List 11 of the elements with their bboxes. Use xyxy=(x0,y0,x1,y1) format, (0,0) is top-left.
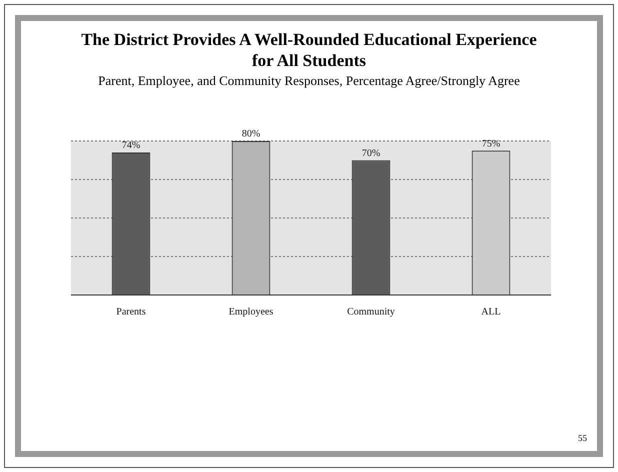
data-label: 74% xyxy=(122,140,140,152)
chart-subtitle: Parent, Employee, and Community Responses, Percentage Agree/Strongly Agree xyxy=(97,73,521,89)
data-label: 80% xyxy=(242,128,260,140)
x-tick-label: ALL xyxy=(481,306,501,318)
x-tick-label: Parents xyxy=(116,306,146,318)
data-label: 70% xyxy=(362,148,380,159)
x-tick-label: Community xyxy=(347,306,395,318)
chart-title: The District Provides A Well-Rounded Educational Experience for All Students xyxy=(80,29,538,71)
data-label: 75% xyxy=(482,138,500,150)
x-tick-label: Employees xyxy=(228,306,274,318)
text: 55 xyxy=(578,433,587,443)
